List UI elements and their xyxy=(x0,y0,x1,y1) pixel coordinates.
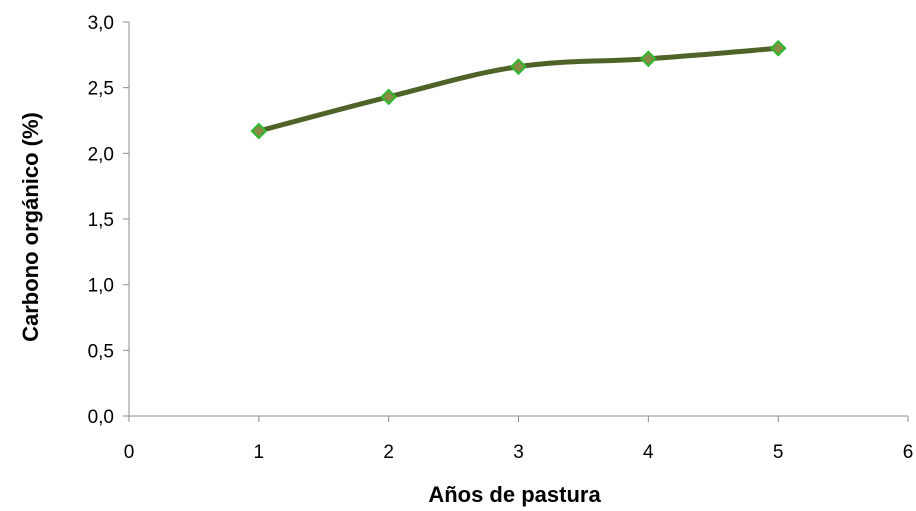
data-point-marker xyxy=(250,122,268,140)
x-axis-ticks: 0 1 2 3 4 5 6 xyxy=(124,416,914,463)
x-tick-label: 4 xyxy=(643,442,654,463)
x-tick-label: 3 xyxy=(513,442,524,463)
x-tick-label: 6 xyxy=(903,442,914,463)
y-axis-title: Carbono orgánico (%) xyxy=(18,112,43,342)
data-point-marker xyxy=(380,88,398,106)
x-tick-label: 5 xyxy=(773,442,784,463)
y-tick-label: 1,0 xyxy=(88,276,114,297)
x-axis-title: Años de pastura xyxy=(428,482,601,507)
data-point-marker xyxy=(510,58,527,76)
y-tick-label: 0,0 xyxy=(88,407,114,428)
y-tick-label: 3,0 xyxy=(88,13,114,34)
x-tick-label: 0 xyxy=(124,442,135,463)
series-layer xyxy=(250,39,787,140)
data-point-marker xyxy=(769,39,787,57)
x-tick-label: 1 xyxy=(254,442,265,463)
y-axis-ticks: 0,0 0,5 1,0 1,5 2,0 2,5 3,0 xyxy=(88,13,129,428)
x-tick-label: 2 xyxy=(383,442,394,463)
data-point-marker xyxy=(639,50,657,68)
y-tick-label: 2,0 xyxy=(88,144,114,165)
y-tick-label: 2,5 xyxy=(88,79,114,100)
y-tick-label: 0,5 xyxy=(88,341,114,362)
y-tick-label: 1,5 xyxy=(88,210,114,231)
